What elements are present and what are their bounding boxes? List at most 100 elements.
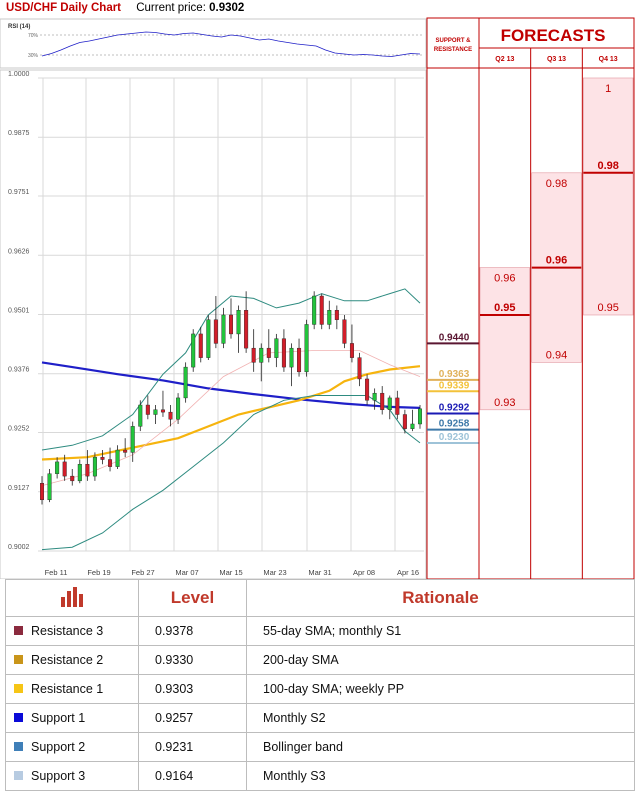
y-tick-label: 0.9875 <box>8 130 30 137</box>
level-color-swatch <box>14 655 23 665</box>
candle <box>153 405 158 424</box>
chart-title: USD/CHF Daily Chart <box>6 2 122 14</box>
x-tick-label: Mar 23 <box>263 568 286 577</box>
candle <box>395 390 400 420</box>
candle-body <box>108 459 113 467</box>
candle-body <box>115 449 120 467</box>
x-tick-label: Mar 07 <box>175 568 198 577</box>
candle <box>206 314 211 360</box>
candle-body <box>289 347 294 368</box>
level-rationale: 200-day SMA <box>246 645 635 675</box>
forecast-col-label: Q2 13 <box>495 56 514 63</box>
level-name: Resistance 2 <box>31 653 104 667</box>
sr-level-label: 0.9230 <box>439 432 470 443</box>
candle-body <box>191 333 196 368</box>
y-tick-label: 0.9127 <box>8 485 30 492</box>
x-tick-label: Feb 11 <box>45 568 68 577</box>
candle <box>108 447 113 472</box>
candle-body <box>365 378 370 401</box>
candle <box>176 393 181 424</box>
candle <box>228 298 233 339</box>
level-color-swatch <box>14 742 23 752</box>
candle <box>357 352 362 387</box>
level-header: Level <box>138 579 247 617</box>
level-name-cell: Support 1 <box>5 703 139 733</box>
candle <box>145 395 150 420</box>
candle <box>70 469 75 486</box>
candle <box>281 329 286 372</box>
candle <box>221 307 226 349</box>
sr-level-label: 0.9339 <box>439 380 470 391</box>
candle <box>47 469 52 503</box>
candle-body <box>236 310 241 335</box>
candle <box>274 333 279 368</box>
candle-body <box>168 411 173 420</box>
candle-body <box>274 338 279 358</box>
y-tick-label: 0.9252 <box>8 426 30 433</box>
current-price-value: 0.9302 <box>209 2 245 14</box>
level-name-cell: Support 2 <box>5 732 139 762</box>
level-rationale: Monthly S3 <box>246 761 635 791</box>
x-tick-label: Apr 08 <box>353 568 375 577</box>
candle <box>402 409 407 434</box>
level-color-swatch <box>14 626 23 636</box>
candle <box>297 338 302 377</box>
candle <box>62 454 67 481</box>
forecast-range-box <box>479 267 531 411</box>
level-rationale: 55-day SMA; monthly S1 <box>246 616 635 646</box>
level-name-cell: Support 3 <box>5 761 139 791</box>
rsi-level-label: 30% <box>28 53 39 59</box>
level-name: Resistance 3 <box>31 624 104 638</box>
candle-body <box>334 310 339 320</box>
candle <box>387 395 392 420</box>
candle-body <box>138 404 143 427</box>
forecast-low-label: 0.93 <box>494 397 515 409</box>
x-tick-label: Feb 19 <box>87 568 110 577</box>
candle-body <box>259 347 264 363</box>
candle-body <box>349 343 354 358</box>
candle <box>183 362 188 403</box>
forecast-mid-label: 0.96 <box>546 255 567 267</box>
level-color-swatch <box>14 684 23 694</box>
candle-body <box>160 409 165 413</box>
forecast-col-label: Q4 13 <box>599 56 618 63</box>
candle-body <box>395 397 400 415</box>
level-rationale: Monthly S2 <box>246 703 635 733</box>
rsi-level-label: 70% <box>28 33 39 39</box>
candle <box>191 329 196 372</box>
table-row: Resistance 1 0.9303 100-day SMA; weekly PP <box>5 674 635 704</box>
level-color-swatch <box>14 771 23 781</box>
candle-body <box>251 347 256 363</box>
candle-body <box>40 483 45 501</box>
level-rationale: 100-day SMA; weekly PP <box>246 674 635 704</box>
candle <box>198 326 203 363</box>
level-rationale: Bollinger band <box>246 732 635 762</box>
candle-body <box>183 366 188 399</box>
candle <box>213 296 218 349</box>
forecast-mid-label: 0.95 <box>494 302 515 314</box>
candle <box>115 445 120 470</box>
candle-body <box>47 473 52 501</box>
level-name-cell: Resistance 2 <box>5 645 139 675</box>
candle-body <box>77 464 82 482</box>
x-tick-label: Feb 27 <box>131 568 154 577</box>
candle-body <box>304 324 309 373</box>
table-row: Resistance 3 0.9378 55-day SMA; monthly S1 <box>5 616 635 646</box>
sr-title-1: SUPPORT & <box>435 38 471 44</box>
level-value: 0.9303 <box>138 674 247 704</box>
x-tick-label: Mar 15 <box>219 568 242 577</box>
level-name: Support 3 <box>31 769 86 783</box>
candle <box>304 319 309 377</box>
candle <box>372 388 377 410</box>
level-value: 0.9164 <box>138 761 247 791</box>
chart-header: USD/CHF Daily Chart Current price: 0.930… <box>6 2 244 14</box>
table-row: Resistance 2 0.9330 200-day SMA <box>5 645 635 675</box>
candle <box>410 409 415 432</box>
candle-body <box>123 449 128 453</box>
candle <box>168 405 173 427</box>
candle <box>123 438 128 458</box>
candle-body <box>92 456 97 477</box>
candle <box>55 457 60 479</box>
sma-200-line <box>41 361 421 409</box>
candle <box>266 329 271 363</box>
